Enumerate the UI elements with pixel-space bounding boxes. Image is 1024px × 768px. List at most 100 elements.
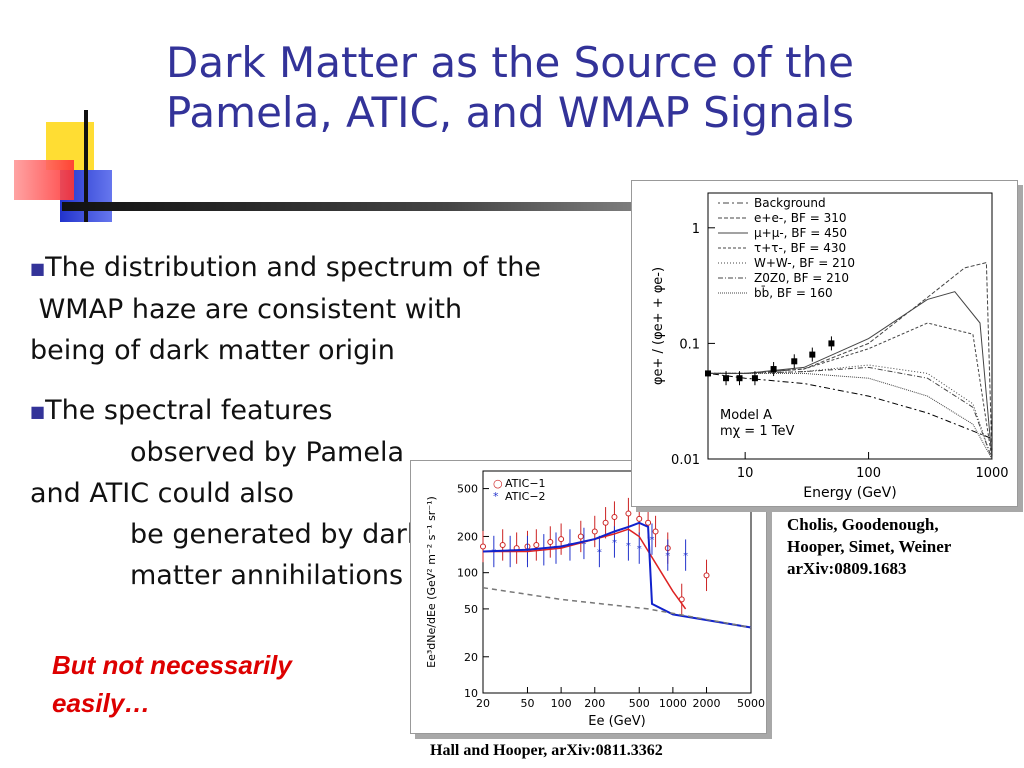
citation-upper-line-1: Cholis, Goodenough, [787,515,939,534]
x-tick-label: 10 [737,466,754,481]
x-tick-label: 5000 [737,697,765,710]
data-point [625,510,632,517]
x-tick-label: 100 [856,466,881,481]
data-point [652,528,659,535]
plot-frame [482,470,752,694]
bullet-1-line-2: WMAP haze are consistent with [30,294,463,325]
data-point: * [554,544,559,555]
legend-label: ATIC−1 [505,477,546,490]
bullet-2: ■The spectral features observed by Pamel… [30,390,423,596]
legend-label: bb̄, BF = 160 [754,286,833,300]
y-axis-label: Ee³dNe/dEe (GeV² m⁻² s⁻¹ sr⁻¹) [425,496,438,668]
x-tick-label: 2000 [693,697,721,710]
y-tick-label: 100 [457,567,478,580]
data-point [533,541,540,548]
bullet-marker: ■ [30,402,46,421]
data-point [645,519,652,526]
atic-chart: 20 50 100 200 500 1000 2000 5000102050100200500… [425,470,765,729]
title-line-2: Pamela, ATIC, and WMAP Signals [165,88,855,137]
data-point: * [683,551,688,562]
bullet-2-line-3: and ATIC could also [30,478,294,509]
series-line [708,366,993,460]
y-tick-label: 50 [464,603,478,616]
legend-marker: ○ [493,477,503,490]
x-tick-label: 20 [476,697,490,710]
decor-red-square [14,160,74,200]
citation-upper: Cholis, Goodenough, Hooper, Simet, Weine… [787,514,951,580]
x-tick-label: 1000 [659,697,687,710]
y-tick-label: 200 [457,530,478,543]
data-point [547,538,554,545]
citation-upper-line-3: arXiv:0809.1683 [787,559,907,578]
series-line [708,261,993,460]
data-point [577,533,584,540]
legend-label: τ+τ-, BF = 430 [754,241,846,255]
decor-vertical-rule [84,110,88,222]
data-point [499,541,506,548]
bullet-1-line-1: ■The distribution and spectrum of the [30,252,542,283]
legend-label: Z0Z0, BF = 210 [754,271,849,285]
data-point: * [581,539,586,550]
emphasis-note: But not necessarily easily… [52,646,292,722]
bullet-2-line-2: observed by Pamela [130,437,405,468]
legend-marker: * [493,490,499,503]
data-point: * [525,547,530,558]
x-axis-label: Ee (GeV) [588,714,645,729]
data-point: * [491,547,496,558]
data-point [636,515,643,522]
data-point: * [597,547,602,558]
x-tick-label: 1000 [975,466,1008,481]
legend-label: μ+μ-, BF = 450 [754,226,847,240]
bullet-2-line-1: ■The spectral features [30,395,333,426]
y-tick-label: 0.01 [671,453,700,468]
legend-label: e+e-, BF = 310 [754,211,847,225]
data-point: * [649,535,654,546]
y-tick-label: 10 [464,687,478,700]
x-tick-label: 200 [584,697,605,710]
legend-label: W+W-, BF = 210 [754,256,855,270]
x-tick-label: 500 [629,697,650,710]
annotation-mass: mχ = 1 TeV [720,424,794,439]
bullet-2-line-5: matter annihilations [130,560,404,591]
series-line [482,521,752,629]
legend-label: ATIC−2 [505,490,546,503]
y-tick-label: 1 [692,222,700,237]
positron-figure: 10 100 1000 0.01 0.1 1 Energy (GeV) φe+ / (φe+ … [631,180,1018,507]
series-line [708,372,993,460]
y-axis-label: φe+ / (φe+ + φe-) [651,267,666,385]
citation-lower: Hall and Hooper, arXiv:0811.3362 [430,742,663,759]
emphasis-line-1: But not necessarily [52,650,292,680]
data-point [558,536,565,543]
positron-chart: 10 100 1000 0.01 0.1 1 Energy (GeV) φe+ / (φe+ … [651,192,1009,501]
data-point [591,528,598,535]
emphasis-line-2: easily… [52,688,151,718]
data-point: * [637,544,642,555]
bullet-2-line-4: be generated by dark [130,519,423,550]
plot-frame [707,192,993,460]
x-tick-label: 100 [551,697,572,710]
data-point [480,543,486,550]
title-rule [62,202,1024,211]
title-line-1: Dark Matter as the Source of the [166,38,854,87]
bullet-1: ■The distribution and spectrum of the WM… [30,247,541,371]
x-tick-label: 50 [520,697,534,710]
data-point: * [508,547,513,558]
y-tick-label: 0.1 [679,337,700,352]
data-point [703,572,710,579]
data-point: * [626,541,631,552]
data-point: * [665,551,670,562]
data-point: * [541,546,546,557]
legend-label: Background [754,196,826,210]
series-line [483,528,687,610]
bullet-1-line-3: being of dark matter origin [30,335,395,366]
citation-upper-line-2: Hooper, Simet, Weiner [787,537,952,556]
bullet-marker: ■ [30,259,46,278]
annotation-model: Model A [720,408,772,423]
data-point [602,519,609,526]
y-tick-label: 20 [464,651,478,664]
data-point [611,514,618,521]
y-tick-label: 500 [457,483,478,496]
data-point: * [612,538,617,549]
x-axis-label: Energy (GeV) [803,485,896,501]
series-line [482,586,752,629]
